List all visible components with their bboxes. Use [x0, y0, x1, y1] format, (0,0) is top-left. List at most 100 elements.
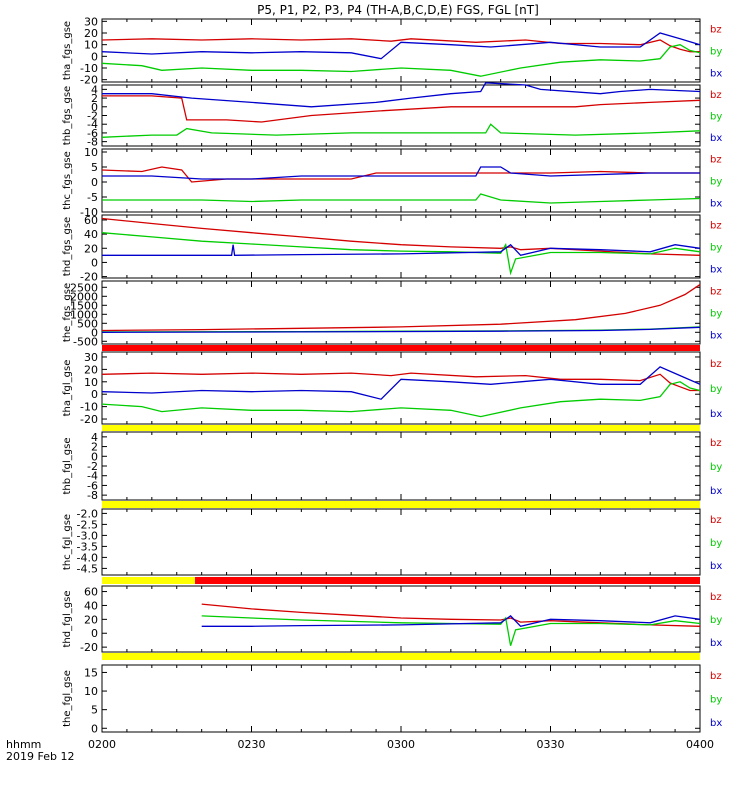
y-tick-label: -20	[80, 74, 98, 87]
series-line-by	[201, 615, 701, 646]
chart-title: P5, P1, P2, P3, P4 (TH-A,B,C,D,E) FGS, F…	[257, 3, 539, 17]
series-line-by	[101, 44, 701, 77]
y-axis-label: thb_fgs_gse	[62, 86, 73, 145]
y-tick-label: 60	[84, 214, 98, 227]
legend-entry-bz: bz	[710, 220, 722, 231]
y-tick-label: 0	[91, 256, 98, 269]
y-tick-label: 10	[84, 146, 98, 159]
y-tick-label: 20	[84, 242, 98, 255]
x-tick-label: 0330	[537, 738, 565, 751]
legend-entry-bx: bx	[710, 486, 722, 497]
y-tick-label: -4.0	[77, 551, 98, 564]
y-tick-label: -5	[87, 191, 98, 204]
panel: 420-2-4-6-8 thb_fgs_gse bz by bx	[62, 82, 722, 149]
legend-entry-by: by	[710, 243, 722, 254]
y-tick-label: 2	[91, 441, 98, 454]
status-bar	[102, 425, 700, 431]
series-line-by	[101, 123, 701, 138]
y-tick-label: -10	[80, 401, 98, 414]
legend-entry-bx: bx	[710, 133, 722, 144]
series-line-bx	[102, 82, 701, 108]
legend-entry-bz: bz	[710, 359, 722, 370]
legend-entry-by: by	[710, 112, 722, 123]
y-axis-label: the_fgs_gse	[62, 283, 73, 342]
legend-entry-by: by	[710, 695, 722, 706]
legend-entry-bx: bx	[710, 331, 722, 342]
x-tick-label: 0230	[238, 738, 266, 751]
y-tick-label: -3.0	[77, 529, 98, 542]
legend-entry-bz: bz	[710, 438, 722, 449]
y-tick-label: 5	[91, 161, 98, 174]
panel: 15 10 5 0 the_fgl_gse bz by bx	[62, 664, 722, 735]
series-line-bz	[101, 284, 701, 332]
y-tick-label: -4.5	[77, 562, 98, 575]
y-tick-label: -2	[87, 110, 98, 123]
status-bar	[195, 577, 700, 584]
y-axis-label: tha_fgs_gse	[62, 21, 73, 80]
y-tick-label: 0	[91, 627, 98, 640]
y-tick-label: 40	[84, 599, 98, 612]
series-line-by	[101, 381, 701, 418]
y-tick-label: 0	[91, 326, 98, 339]
panel-frame	[101, 214, 701, 279]
panel-frame	[101, 431, 701, 501]
series-line-by	[102, 193, 701, 204]
status-bar	[102, 577, 195, 584]
y-tick-label: 10	[84, 376, 98, 389]
series-line-bx	[101, 366, 701, 400]
y-tick-label: 30	[84, 351, 98, 364]
x-tick-label: 0400	[686, 738, 714, 751]
legend-entry-bz: bz	[710, 24, 722, 35]
panel: 420-2-4-6-8 thb_fgl_gse bz by bx	[62, 431, 722, 502]
y-tick-label: -2.0	[77, 507, 98, 520]
panel-frame	[101, 664, 701, 733]
panel-frame	[101, 351, 701, 425]
panel: -2.0-2.5-3.0-3.5-4.0-4.5 thc_fgl_gse bz by b…	[62, 507, 722, 576]
series-line-bz	[101, 38, 700, 53]
legend-entry-bx: bx	[710, 561, 722, 572]
y-tick-label: -4	[87, 118, 98, 131]
legend-entry-bx: bx	[710, 265, 722, 276]
legend-entry-bz: bz	[710, 154, 722, 165]
panel-frame	[101, 18, 701, 83]
y-tick-label: 20	[84, 363, 98, 376]
y-tick-label: 0	[91, 450, 98, 463]
y-tick-label: -20	[80, 413, 98, 426]
series-line-bz	[101, 217, 701, 256]
x-tick-label: 0200	[88, 738, 116, 751]
y-tick-label: 10	[84, 39, 98, 52]
y-tick-label: 0	[91, 388, 98, 401]
legend-entry-by: by	[710, 615, 722, 626]
date-label: 2019 Feb 12	[6, 750, 74, 763]
y-axis-label: the_fgl_gse	[62, 670, 73, 727]
y-tick-label: -8	[87, 489, 98, 502]
y-tick-label: 500	[77, 317, 98, 330]
legend-entry-bz: bz	[710, 515, 722, 526]
legend-entry-by: by	[710, 538, 722, 549]
y-axis-label: thc_fgs_gse	[62, 151, 73, 210]
y-tick-label: -20	[80, 641, 98, 654]
y-tick-label: -500	[73, 335, 98, 348]
legend-entry-bx: bx	[710, 199, 722, 210]
y-tick-label: 0	[91, 101, 98, 114]
y-tick-label: -6	[87, 479, 98, 492]
panel-frame	[101, 148, 701, 213]
y-tick-label: -4	[87, 470, 98, 483]
status-bar	[102, 653, 700, 660]
y-axis-label: thb_fgl_gse	[62, 438, 73, 495]
legend-entry-bx: bx	[710, 69, 722, 80]
y-axis-label: thc_fgl_gse	[62, 514, 73, 570]
y-tick-label: -3.5	[77, 540, 98, 553]
y-tick-label: 5	[91, 704, 98, 717]
panel-frame	[101, 585, 701, 653]
y-tick-label: 10	[84, 685, 98, 698]
x-tick-label: 0300	[387, 738, 415, 751]
legend-entry-bz: bz	[710, 671, 722, 682]
y-tick-label: 2500	[70, 281, 98, 294]
series-line-bz	[101, 372, 700, 392]
series-line-bx	[102, 243, 701, 257]
panel-frame	[101, 508, 701, 576]
y-tick-label: 20	[84, 613, 98, 626]
